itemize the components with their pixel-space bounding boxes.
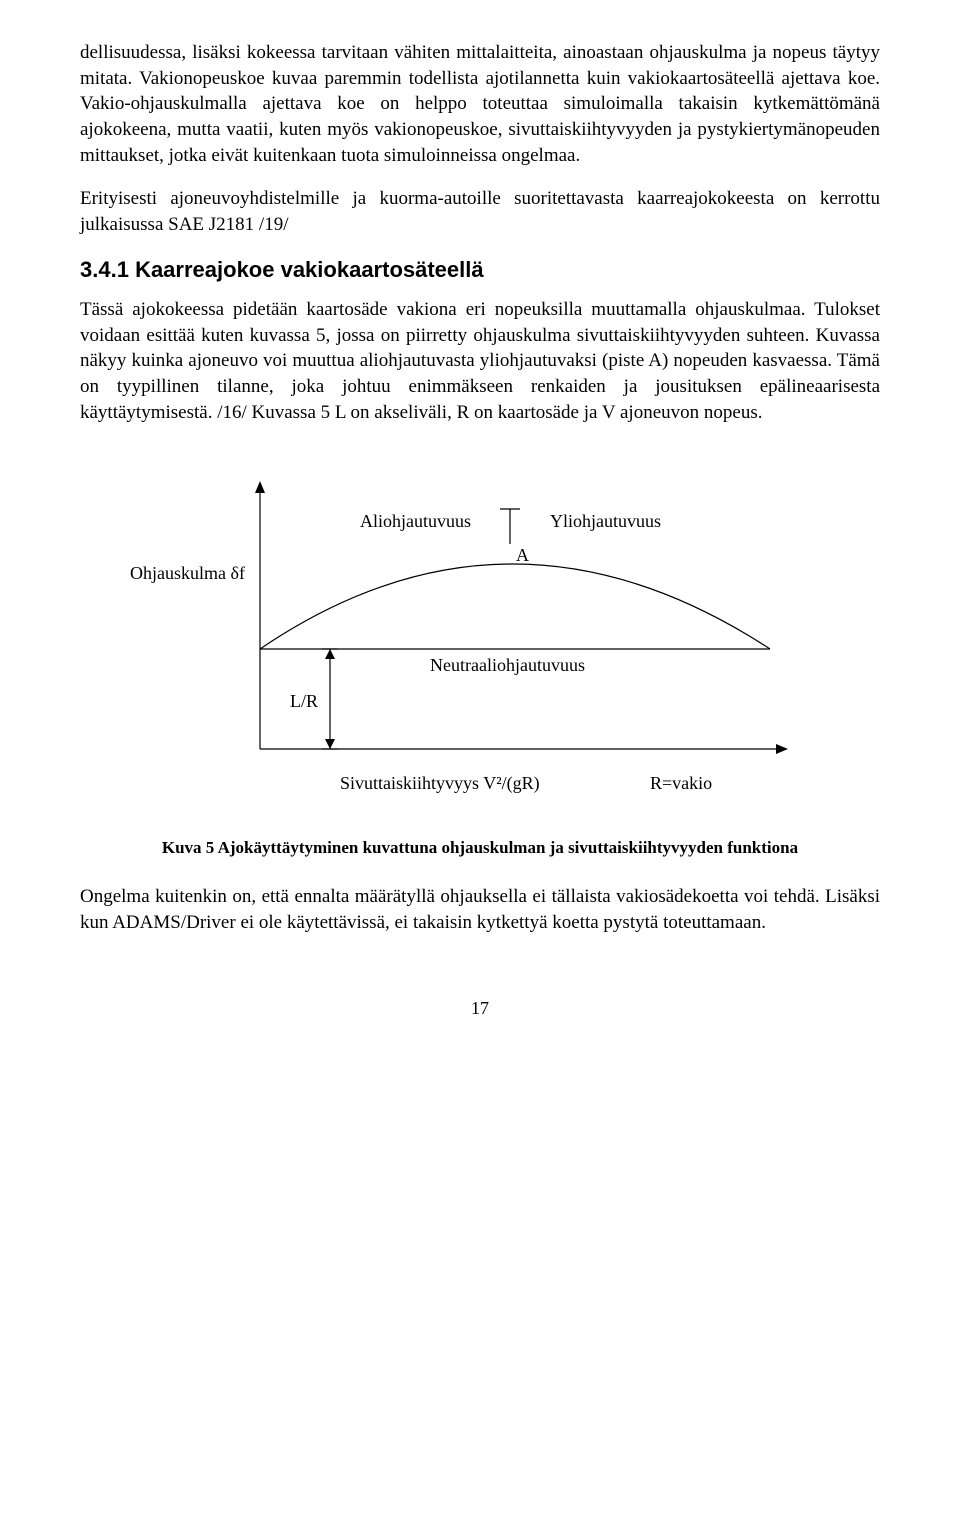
label-oversteer: Yliohjautuvuus	[550, 511, 661, 531]
body-paragraph-4: Ongelma kuitenkin on, että ennalta määrä…	[80, 884, 880, 935]
response-curve	[260, 564, 770, 649]
body-paragraph-2: Erityisesti ajoneuvoyhdistelmille ja kuo…	[80, 186, 880, 237]
section-title: Kaarreajokoe vakiokaartosäteellä	[135, 257, 484, 282]
label-y-axis: Ohjauskulma δf	[130, 563, 245, 583]
label-lr: L/R	[290, 691, 318, 711]
section-heading: 3.4.1 Kaarreajokoe vakiokaartosäteellä	[80, 255, 880, 285]
label-x-axis: Sivuttaiskiihtyvyys V²/(gR)	[340, 773, 540, 794]
label-understeer: Aliohjautuvuus	[360, 511, 471, 531]
lr-bar-bottom-arrow	[325, 739, 335, 749]
x-axis-arrowhead	[776, 744, 788, 754]
section-number: 3.4.1	[80, 257, 129, 282]
figure-5: A Ohjauskulma δf Aliohjautuvuus Yliohjau…	[80, 449, 880, 860]
figure-5-caption: Kuva 5 Ajokäyttäytyminen kuvattuna ohjau…	[80, 837, 880, 860]
page-number: 17	[80, 996, 880, 1020]
figure-5-diagram: A Ohjauskulma δf Aliohjautuvuus Yliohjau…	[130, 449, 830, 829]
label-neutral: Neutraaliohjautuvuus	[430, 655, 585, 675]
lr-bar-top-arrow	[325, 649, 335, 659]
y-axis-arrowhead	[255, 481, 265, 493]
body-paragraph-3: Tässä ajokokeessa pidetään kaartosäde va…	[80, 297, 880, 425]
label-point-a: A	[516, 545, 529, 565]
label-r-const: R=vakio	[650, 773, 712, 793]
body-paragraph-1: dellisuudessa, lisäksi kokeessa tarvitaa…	[80, 40, 880, 168]
